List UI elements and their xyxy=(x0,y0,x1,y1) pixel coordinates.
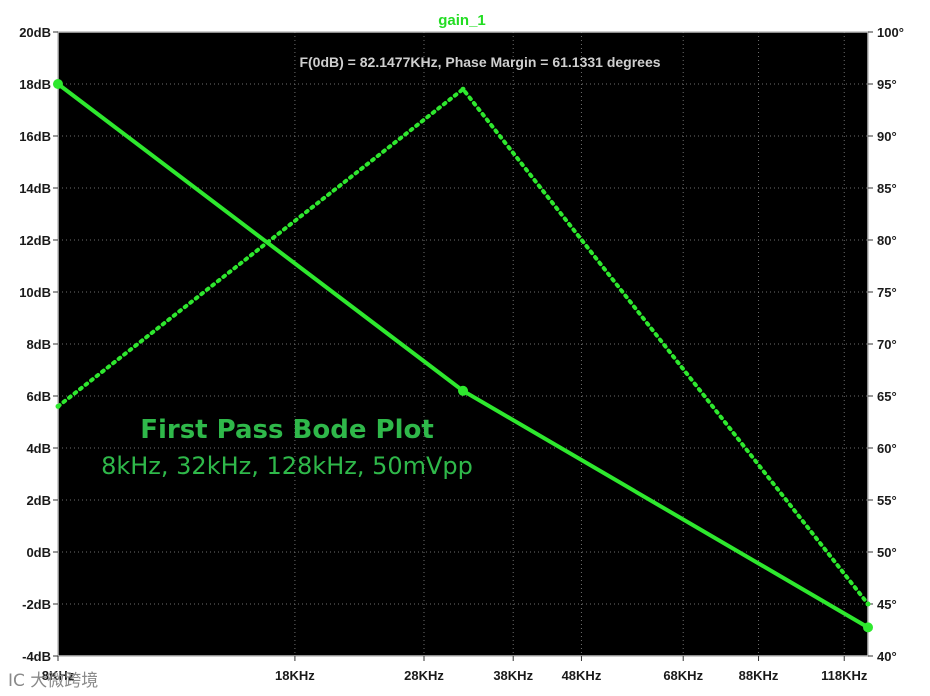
overlay-title: First Pass Bode Plot xyxy=(140,415,434,445)
right-tick-label: 80° xyxy=(877,233,897,248)
x-axis-ticks: 8KHz 18KHz 28KHz 38KHz 48KHz 68KHz 88KHz 118KHz xyxy=(42,656,868,683)
left-tick-label: -2dB xyxy=(22,597,51,612)
overlay-subtitle: 8kHz, 32kHz, 128kHz, 50mVpp xyxy=(101,452,473,480)
right-tick-label: 100° xyxy=(877,25,904,40)
left-axis-ticks: -4dB -2dB 0dB 2dB 4dB 6dB 8dB 10dB 12dB 14dB 16dB 1… xyxy=(19,25,58,664)
right-axis-ticks: 40° 45° 50° 55° 60° 65° 70° 75° 80° 85° 90° 95° 100° xyxy=(868,25,904,664)
right-tick-label: 40° xyxy=(877,649,897,664)
right-tick-label: 85° xyxy=(877,181,897,196)
annotation-text: F(0dB) = 82.1477KHz, Phase Margin = 61.1… xyxy=(299,54,660,70)
left-tick-label: 14dB xyxy=(19,181,51,196)
x-tick-label: 48KHz xyxy=(562,668,602,683)
gain-data-point xyxy=(458,385,468,396)
right-tick-label: 55° xyxy=(877,493,897,508)
left-tick-label: 10dB xyxy=(19,285,51,300)
left-tick-label: 20dB xyxy=(19,25,51,40)
left-tick-label: 6dB xyxy=(26,389,51,404)
right-tick-label: 60° xyxy=(877,441,897,456)
series-layer xyxy=(53,79,873,633)
phase-data-point xyxy=(865,601,871,607)
phase-data-point xyxy=(55,403,61,409)
left-tick-label: 4dB xyxy=(26,441,51,456)
right-tick-label: 75° xyxy=(877,285,897,300)
left-tick-label: 0dB xyxy=(26,545,51,560)
left-tick-label: 16dB xyxy=(19,129,51,144)
left-tick-label: 8dB xyxy=(26,337,51,352)
right-tick-label: 65° xyxy=(877,389,897,404)
gain-data-point xyxy=(53,79,63,89)
right-tick-label: 50° xyxy=(877,545,897,560)
right-tick-label: 45° xyxy=(877,597,897,612)
left-tick-label: -4dB xyxy=(22,649,51,664)
x-tick-label: 118KHz xyxy=(821,668,868,683)
phase-data-point xyxy=(460,86,466,92)
chart-title: gain_1 xyxy=(438,12,486,29)
x-tick-label: 38KHz xyxy=(493,668,533,683)
x-tick-label: 88KHz xyxy=(739,668,779,683)
x-tick-label: 8KHz xyxy=(42,668,75,683)
left-tick-label: 2dB xyxy=(26,493,51,508)
watermark: IC 大微跨境 xyxy=(8,671,98,691)
gain-data-point xyxy=(863,622,873,633)
grid xyxy=(58,32,868,656)
right-tick-label: 90° xyxy=(877,129,897,144)
x-tick-label: 68KHz xyxy=(663,668,703,683)
right-tick-label: 95° xyxy=(877,77,897,92)
left-tick-label: 12dB xyxy=(19,233,51,248)
right-tick-label: 70° xyxy=(877,337,897,352)
x-tick-label: 18KHz xyxy=(275,668,315,683)
x-tick-label: 28KHz xyxy=(404,668,444,683)
left-tick-label: 18dB xyxy=(19,77,51,92)
